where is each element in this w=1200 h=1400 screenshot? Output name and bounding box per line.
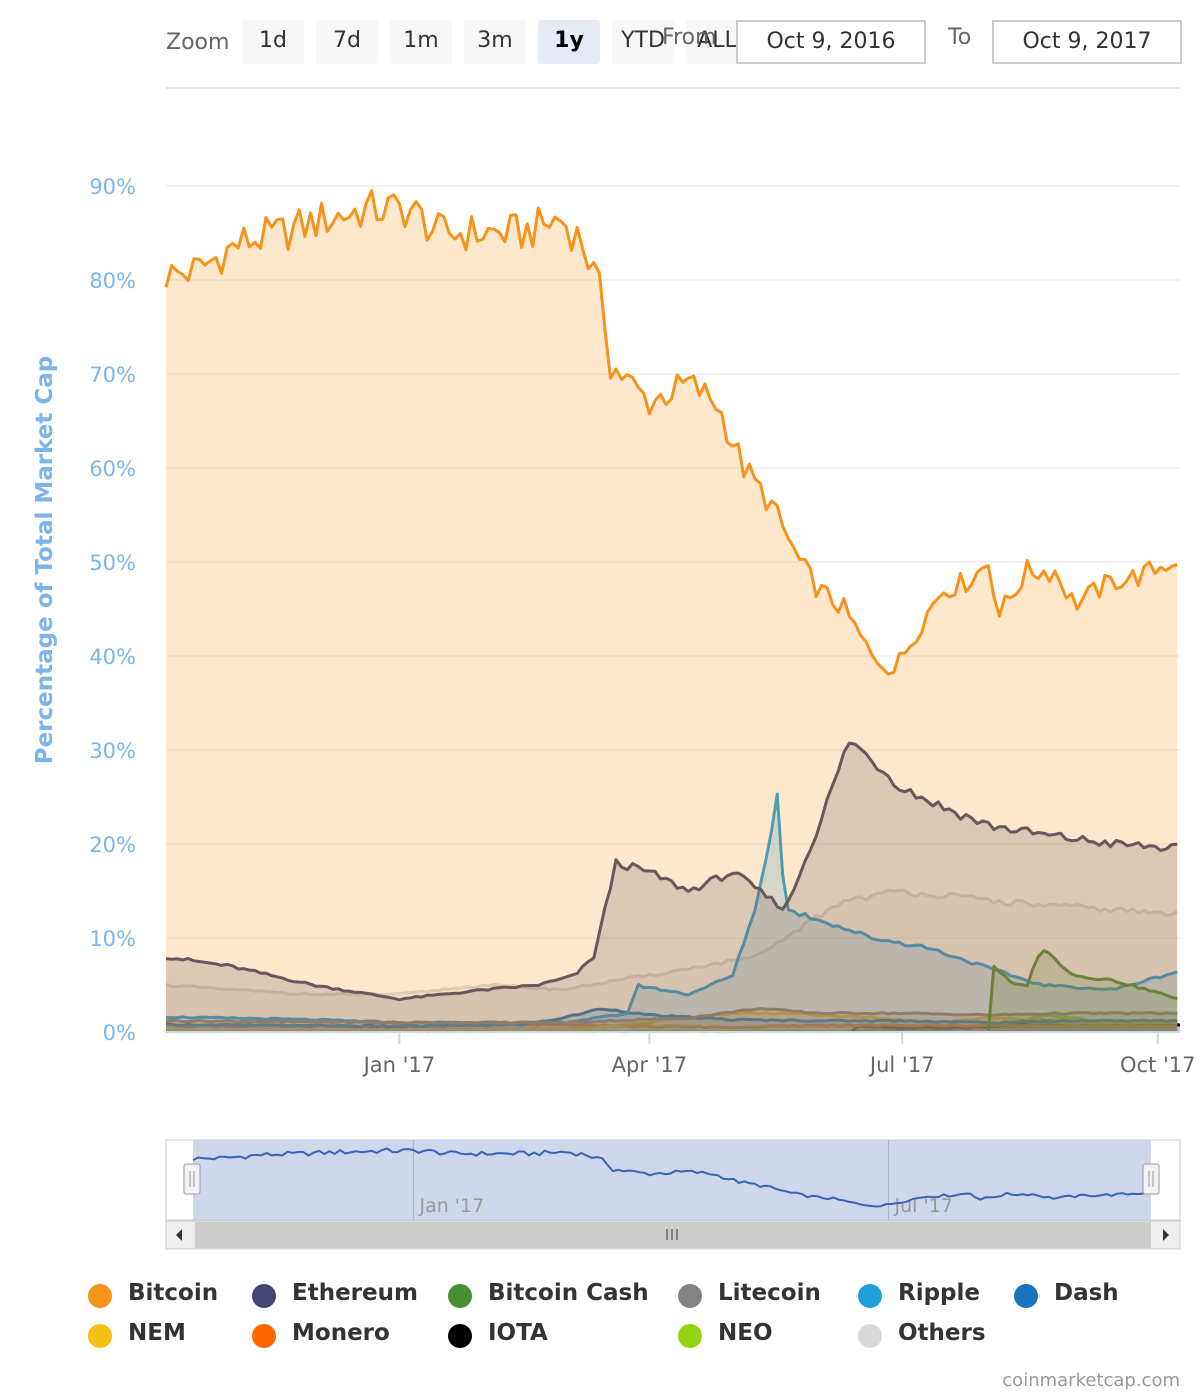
y-tick-label: 30% xyxy=(89,739,136,763)
y-axis-ticks: 0% 10% 20% 30% 40% 50% 60% 70% 80% 90% xyxy=(89,175,136,1045)
to-label: To xyxy=(948,25,972,50)
y-axis-label: Percentage of Total Market Cap xyxy=(32,356,58,765)
legend-label: Ethereum xyxy=(292,1280,418,1306)
navigator-left-handle[interactable] xyxy=(183,1163,201,1195)
navigator-tick-label: Jan '17 xyxy=(418,1195,484,1217)
scrollbar[interactable] xyxy=(165,1220,1181,1250)
navigator[interactable]: Jan '17 Jul '17 xyxy=(165,1139,1181,1221)
navigator-selection[interactable] xyxy=(193,1140,1151,1220)
series-line-litecoin[interactable] xyxy=(165,1007,1178,1025)
legend-label: Others xyxy=(898,1320,986,1346)
x-tick-label: Apr '17 xyxy=(612,1053,688,1077)
to-date-input[interactable]: Oct 9, 2017 xyxy=(992,20,1182,64)
zoom-1y-button[interactable]: 1y xyxy=(538,20,600,64)
series-line-dash[interactable] xyxy=(165,1007,1178,1029)
series-area-bitcoin-cash xyxy=(988,950,1178,1032)
zoom-1d-button[interactable]: 1d xyxy=(242,20,304,64)
legend-dot-icon xyxy=(88,1324,112,1348)
series-area-neo xyxy=(166,1015,1178,1032)
legend-dot-icon xyxy=(448,1284,472,1308)
scroll-left-arrow-icon[interactable] xyxy=(176,1229,182,1241)
legend-dot-icon xyxy=(858,1284,882,1308)
y-tick-label: 0% xyxy=(103,1021,136,1045)
legend-label: NEO xyxy=(718,1320,773,1346)
y-tick-label: 40% xyxy=(89,645,136,669)
x-tick-label: Jan '17 xyxy=(362,1053,436,1077)
y-tick-label: 70% xyxy=(89,363,136,387)
legend-label: NEM xyxy=(128,1320,186,1346)
range-selector: Zoom 1d 7d 1m 3m 1y YTD ALL From Oct 9, … xyxy=(0,0,1200,80)
from-label: From xyxy=(662,25,717,50)
from-date-input[interactable]: Oct 9, 2016 xyxy=(736,20,926,64)
y-tick-label: 50% xyxy=(89,551,136,575)
series-area-ripple xyxy=(166,794,1178,1032)
series-line-bitcoin[interactable] xyxy=(164,189,1178,676)
credit-text: coinmarketcap.com xyxy=(1002,1370,1180,1391)
y-tick-label: 90% xyxy=(89,175,136,199)
legend-dot-icon xyxy=(88,1284,112,1308)
y-tick-label: 10% xyxy=(89,927,136,951)
legend-label: Litecoin xyxy=(718,1280,821,1306)
scrollbar-thumb[interactable] xyxy=(195,1222,1151,1248)
scroll-right-arrow-icon[interactable] xyxy=(1163,1229,1169,1241)
series-area-nem xyxy=(166,1012,1178,1032)
zoom-3m-button[interactable]: 3m xyxy=(464,20,526,64)
x-tick-label: Oct '17 xyxy=(1120,1053,1195,1077)
legend-label: IOTA xyxy=(488,1320,548,1346)
series-area-bitcoin xyxy=(166,190,1178,1033)
series-group xyxy=(164,189,1181,1034)
market-cap-chart: 0% 10% 20% 30% 40% 50% 60% 70% 80% 90% Percentage… xyxy=(32,87,1196,1250)
navigator-series-line xyxy=(192,1147,1149,1208)
x-tick-label: Jul '17 xyxy=(868,1053,935,1077)
zoom-1m-button[interactable]: 1m xyxy=(390,20,452,64)
zoom-ytd-button[interactable]: YTD xyxy=(612,20,674,64)
legend-dot-icon xyxy=(1014,1284,1038,1308)
legend-label: Bitcoin Cash xyxy=(488,1280,649,1306)
legend-label: Dash xyxy=(1054,1280,1119,1306)
legend-label: Monero xyxy=(292,1320,390,1346)
legend-dot-icon xyxy=(678,1324,702,1348)
grid-lines xyxy=(166,185,1180,939)
series-line-ripple[interactable] xyxy=(166,792,1178,1025)
zoom-7d-button[interactable]: 7d xyxy=(316,20,378,64)
legend-dot-icon xyxy=(252,1324,276,1348)
legend-label: Bitcoin xyxy=(128,1280,219,1306)
series-line-ethereum[interactable] xyxy=(165,741,1178,1002)
series-area-ethereum xyxy=(166,743,1178,1032)
legend-label: Ripple xyxy=(898,1280,981,1306)
series-line-bitcoin-cash[interactable] xyxy=(986,949,1178,1033)
legend-dot-icon xyxy=(858,1324,882,1348)
y-tick-label: 20% xyxy=(89,833,136,857)
navigator-right-handle[interactable] xyxy=(1142,1163,1160,1195)
legend-dot-icon xyxy=(252,1284,276,1308)
y-tick-label: 60% xyxy=(89,457,136,481)
x-axis-ticks: Jan '17 Apr '17 Jul '17 Oct '17 xyxy=(362,1032,1196,1077)
series-line-others[interactable] xyxy=(165,888,1178,997)
legend-dot-icon xyxy=(678,1284,702,1308)
y-tick-label: 80% xyxy=(89,269,136,293)
legend-dot-icon xyxy=(448,1324,472,1348)
zoom-label: Zoom xyxy=(166,30,230,55)
